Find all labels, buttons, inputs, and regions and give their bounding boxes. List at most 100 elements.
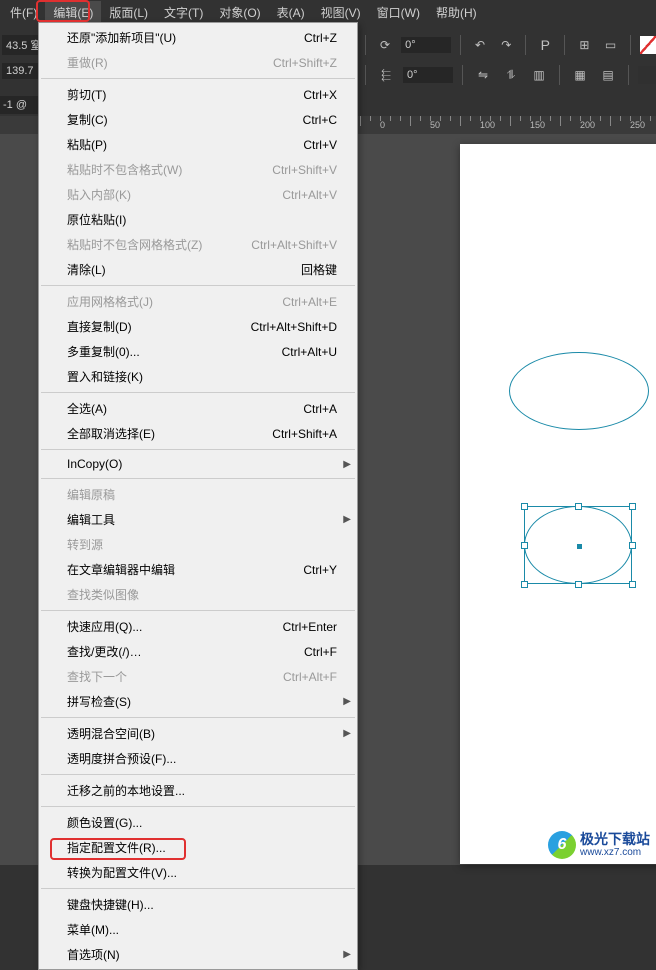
menu-separator [41,774,355,775]
selection-handle[interactable] [521,542,528,549]
menu-item-label: 转到源 [67,536,103,553]
watermark: 6 极光下载站 www.xz7.com [548,831,650,859]
menu-item-shortcut: Ctrl+Alt+E [282,295,337,309]
misc-icon1[interactable]: ⊞ [574,34,594,56]
shear-field[interactable]: 0° [403,67,453,83]
menu-item[interactable]: 快速应用(Q)...Ctrl+Enter [39,614,357,639]
menu-item[interactable]: 迁移之前的本地设置... [39,778,357,803]
menubar-view[interactable]: 视图(V) [313,1,369,24]
menubar-table[interactable]: 表(A) [269,1,313,24]
menu-item-label: 复制(C) [67,111,108,128]
menu-separator [41,78,355,79]
menu-item-shortcut: Ctrl+Shift+Z [273,56,337,70]
redo-arc-icon[interactable]: ↷ [496,34,516,56]
menu-item-label: 原位粘贴(I) [67,211,126,228]
menubar-text[interactable]: 文字(T) [156,1,211,24]
toolbar-sep [628,65,629,85]
menu-item: 贴入内部(K)Ctrl+Alt+V [39,182,357,207]
menu-item-label: 应用网格格式(J) [67,293,153,310]
menu-item[interactable]: 拼写检查(S)▶ [39,689,357,714]
menu-item-label: 贴入内部(K) [67,186,131,203]
undo-arc-icon[interactable]: ↶ [470,34,490,56]
menu-item[interactable]: 粘贴(P)Ctrl+V [39,132,357,157]
ellipse-shape[interactable] [509,352,649,430]
page[interactable] [460,144,656,864]
ruler-label: 0 [380,120,385,130]
fill-swatch[interactable] [638,66,656,84]
menu-item[interactable]: 清除(L) 回格键 [39,257,357,282]
menu-item[interactable]: 编辑工具▶ [39,507,357,532]
menu-item-label: 菜单(M)... [67,921,119,938]
submenu-arrow-icon: ▶ [343,459,351,470]
selection-box[interactable] [524,506,632,584]
menu-item[interactable]: 转换为配置文件(V)... [39,860,357,885]
menubar-edit[interactable]: 编辑(E) [45,1,101,24]
menu-item[interactable]: 指定配置文件(R)... [39,835,357,860]
menu-item-shortcut: Ctrl+Alt+F [283,670,337,684]
menu-item[interactable]: 查找/更改(/)…Ctrl+F [39,639,357,664]
menubar-object[interactable]: 对象(O) [211,1,268,24]
menu-item-label: 迁移之前的本地设置... [67,782,185,799]
misc-icon5[interactable]: ▤ [597,64,619,86]
toolbar-sep [525,35,526,55]
menu-item[interactable]: 还原"添加新项目"(U)Ctrl+Z [39,25,357,50]
menubar-layout[interactable]: 版面(L) [101,1,156,24]
watermark-logo: 6 [548,831,576,859]
menu-item-shortcut: 回格键 [301,261,337,278]
menu-separator [41,717,355,718]
menu-item[interactable]: 置入和链接(K) [39,364,357,389]
menu-item[interactable]: 剪切(T) Ctrl+X [39,82,357,107]
selection-handle[interactable] [521,503,528,510]
menu-item[interactable]: 首选项(N)▶ [39,942,357,967]
menu-item-label: 重做(R) [67,54,108,71]
rotation-field[interactable]: 0° [401,37,451,53]
submenu-arrow-icon: ▶ [343,514,351,525]
menu-item-label: 透明混合空间(B) [67,725,155,742]
menu-item-label: 还原"添加新项目"(U) [67,29,176,46]
menu-item[interactable]: 透明度拼合预设(F)... [39,746,357,771]
selection-handle[interactable] [521,581,528,588]
menu-item[interactable]: 直接复制(D)Ctrl+Alt+Shift+D [39,314,357,339]
menubar-help[interactable]: 帮助(H) [428,1,485,24]
misc-icon2[interactable]: ▭ [600,34,620,56]
menubar: 件(F) 编辑(E) 版面(L) 文字(T) 对象(O) 表(A) 视图(V) … [0,0,656,24]
paragraph-icon[interactable]: P [535,34,555,56]
misc-icon4[interactable]: ▦ [569,64,591,86]
menu-item[interactable]: 复制(C)Ctrl+C [39,107,357,132]
menubar-file[interactable]: 件(F) [2,1,45,24]
flip-h-icon[interactable]: ⇋ [472,64,494,86]
selection-handle[interactable] [575,581,582,588]
menu-item[interactable]: 透明混合空间(B)▶ [39,721,357,746]
menu-item-label: InCopy(O) [67,457,122,471]
menu-item-shortcut: Ctrl+Alt+Shift+V [251,238,337,252]
menu-item: 查找下一个Ctrl+Alt+F [39,664,357,689]
menu-item[interactable]: 颜色设置(G)... [39,810,357,835]
stroke-swatch[interactable] [640,36,656,54]
misc-icon3[interactable]: ▥ [528,64,550,86]
menu-item-label: 粘贴时不包含网格格式(Z) [67,236,202,253]
selection-handle[interactable] [575,503,582,510]
menu-item: 重做(R) Ctrl+Shift+Z [39,50,357,75]
menu-item[interactable]: 菜单(M)... [39,917,357,942]
menu-item[interactable]: 全选(A)Ctrl+A [39,396,357,421]
menu-item[interactable]: InCopy(O) ▶ [39,453,357,475]
menu-item[interactable]: 原位粘贴(I) [39,207,357,232]
menu-item-label: 清除(L) [67,261,106,278]
menubar-window[interactable]: 窗口(W) [369,1,428,24]
menu-item-shortcut: Ctrl+X [303,88,337,102]
toolbar-sep [462,65,463,85]
menu-item[interactable]: 键盘快捷键(H)... [39,892,357,917]
menu-item-label: 剪切(T) [67,86,106,103]
shear-icon[interactable]: ⬱ [375,64,397,86]
selection-handle[interactable] [629,542,636,549]
menu-item[interactable]: 全部取消选择(E)Ctrl+Shift+A [39,421,357,446]
menu-item[interactable]: 在文章编辑器中编辑Ctrl+Y [39,557,357,582]
menu-item-label: 在文章编辑器中编辑 [67,561,175,578]
rotate-icon[interactable]: ⟳ [375,34,395,56]
menu-item-label: 全选(A) [67,400,107,417]
flip-v-icon[interactable]: ⥮ [500,64,522,86]
menu-item-label: 键盘快捷键(H)... [67,896,154,913]
menu-item[interactable]: 多重复制(0)...Ctrl+Alt+U [39,339,357,364]
selection-handle[interactable] [629,503,636,510]
selection-handle[interactable] [629,581,636,588]
